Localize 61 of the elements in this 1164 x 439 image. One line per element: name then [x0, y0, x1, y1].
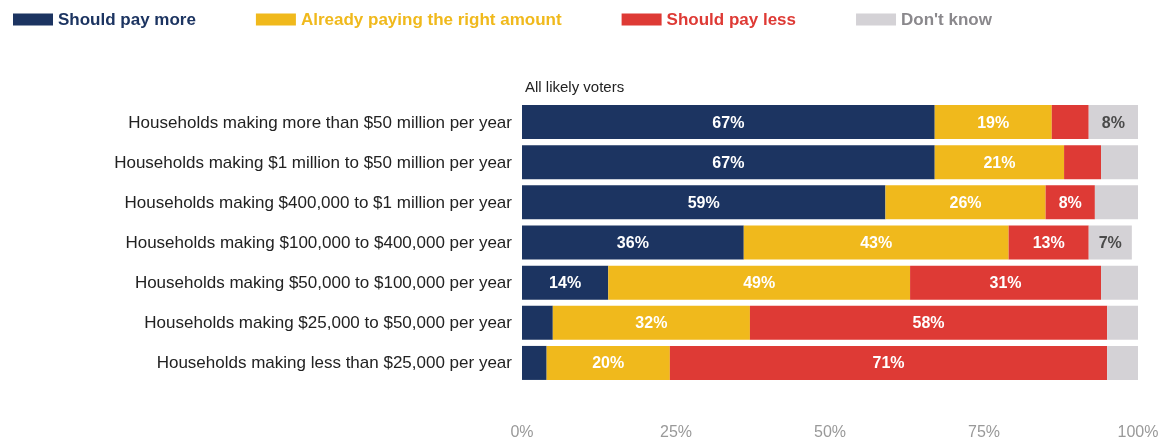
- legend-label: Don't know: [901, 10, 993, 29]
- bar: [934, 105, 1052, 140]
- x-tick-label: 75%: [967, 422, 1001, 439]
- bar: [522, 225, 744, 260]
- bar: [910, 265, 1102, 300]
- bar: [1094, 185, 1138, 220]
- x-tick-label: 25%: [659, 422, 693, 439]
- bar: [1051, 105, 1089, 140]
- y-tick-label: Households making $400,000 to $1 million per year: [124, 192, 513, 212]
- bar: [749, 305, 1108, 340]
- y-tick-label: Households making $1 million to $50 million per year: [114, 152, 513, 172]
- y-tick-label: Households making $25,000 to $50,000 per year: [144, 313, 513, 333]
- chart-subtitle: All likely voters: [525, 78, 625, 95]
- data-label: 8%: [1101, 113, 1125, 131]
- legend-label: Already paying the right amount: [300, 10, 562, 29]
- bar: [522, 105, 935, 140]
- bar: [1008, 225, 1089, 260]
- legend-label: Should pay less: [666, 10, 797, 29]
- data-label: 14%: [549, 274, 582, 292]
- bar: [522, 265, 609, 300]
- bar: [1101, 145, 1138, 180]
- legend-label: Should pay more: [58, 10, 196, 29]
- y-tick-label: Households making $50,000 to $100,000 per year: [134, 273, 513, 293]
- bar: [608, 265, 911, 300]
- data-label: 67%: [712, 113, 745, 131]
- bar: [522, 145, 935, 180]
- data-label: 21%: [983, 153, 1016, 171]
- data-label: 7%: [1098, 234, 1122, 251]
- bar: [1064, 145, 1102, 180]
- y-tick-label: Households making less than $25,000 per year: [156, 353, 513, 373]
- bar: [522, 185, 886, 220]
- bar: [1107, 305, 1138, 340]
- data-label: 32%: [635, 314, 668, 332]
- bar: [934, 145, 1065, 180]
- bar: [885, 185, 1046, 220]
- bar: [522, 305, 553, 340]
- y-tick-label: Households making $100,000 to $400,000 per year: [125, 233, 513, 252]
- bar: [546, 345, 670, 380]
- data-label: 59%: [687, 193, 720, 211]
- bar: [1107, 345, 1138, 380]
- x-tick-label: 100%: [1117, 422, 1159, 439]
- data-label: 67%: [712, 153, 745, 171]
- bar: [743, 225, 1009, 260]
- bar: [552, 305, 750, 340]
- data-label: 31%: [989, 274, 1022, 292]
- x-tick-label: 50%: [813, 422, 847, 439]
- data-label: 71%: [872, 354, 905, 372]
- bar: [1101, 265, 1138, 300]
- data-label: 26%: [949, 193, 982, 211]
- bar: [669, 345, 1108, 380]
- data-label: 43%: [860, 234, 893, 251]
- x-tick-label: 0%: [510, 422, 534, 439]
- data-label: 58%: [912, 314, 945, 332]
- data-label: 13%: [1032, 234, 1065, 251]
- data-label: 36%: [616, 234, 649, 251]
- data-label: 8%: [1058, 193, 1082, 211]
- bar: [522, 345, 547, 380]
- y-tick-label: Households making more than $50 million per year: [128, 112, 513, 132]
- data-label: 19%: [977, 113, 1010, 131]
- data-label: 49%: [743, 274, 776, 292]
- data-label: 20%: [592, 354, 625, 372]
